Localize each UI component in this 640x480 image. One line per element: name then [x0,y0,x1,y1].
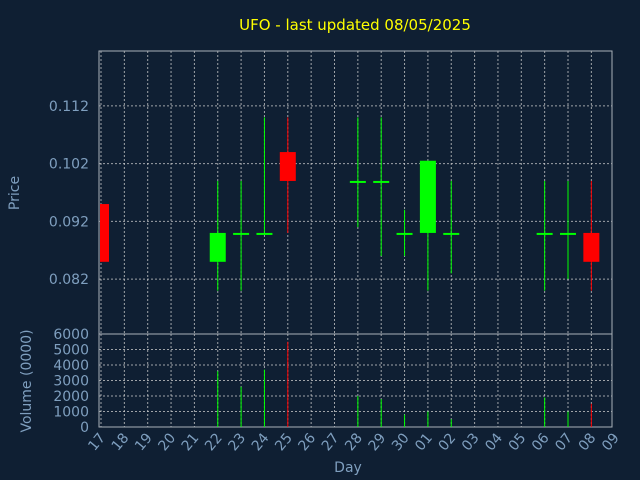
volume-plot-frame [98,333,613,428]
candle-body [349,180,366,183]
price-tick-label: 0.092 [49,214,89,230]
candle-body [536,232,553,235]
volume-bars [217,341,592,427]
volume-gridlines [99,349,612,412]
volume-axis-title: Volume (0000) [19,329,35,432]
day-axis-ticks: 17 18 19 20 21 22 23 24 25 26 27 28 29 30 01 02 03 04 05 06… [85,430,622,454]
volume-tick-label: 2000 [53,389,89,405]
candle-body [256,232,273,235]
candle-body [396,232,413,235]
price-tick-label: 0.082 [49,272,89,288]
volume-tick-label: 4000 [53,358,89,374]
price-tick-label: 0.102 [49,157,89,173]
candle-body [209,232,226,262]
volume-tick-label: 1000 [53,405,89,421]
chart-title: UFO - last updated 08/05/2025 [239,16,471,34]
volume-tick-label: 0 [80,420,89,436]
price-axis-ticks: 0.082 0.092 0.102 0.112 [49,99,89,288]
candle-body [233,232,250,235]
volume-tick-label: 5000 [53,343,89,359]
price-tick-label: 0.112 [49,99,89,115]
price-axis-title: Price [7,176,23,210]
candle-body [583,232,600,262]
volume-tick-label: 6000 [53,327,89,343]
candle-body [279,152,296,181]
candle-body [560,232,576,235]
volume-tick-label: 3000 [53,374,89,390]
price-candles [100,117,600,291]
price-gridlines [99,105,612,280]
day-axis-title: Day [334,460,362,476]
candle-body [419,160,436,233]
candle-body [373,180,390,183]
candle-body [100,204,109,262]
candle-body [443,232,460,235]
